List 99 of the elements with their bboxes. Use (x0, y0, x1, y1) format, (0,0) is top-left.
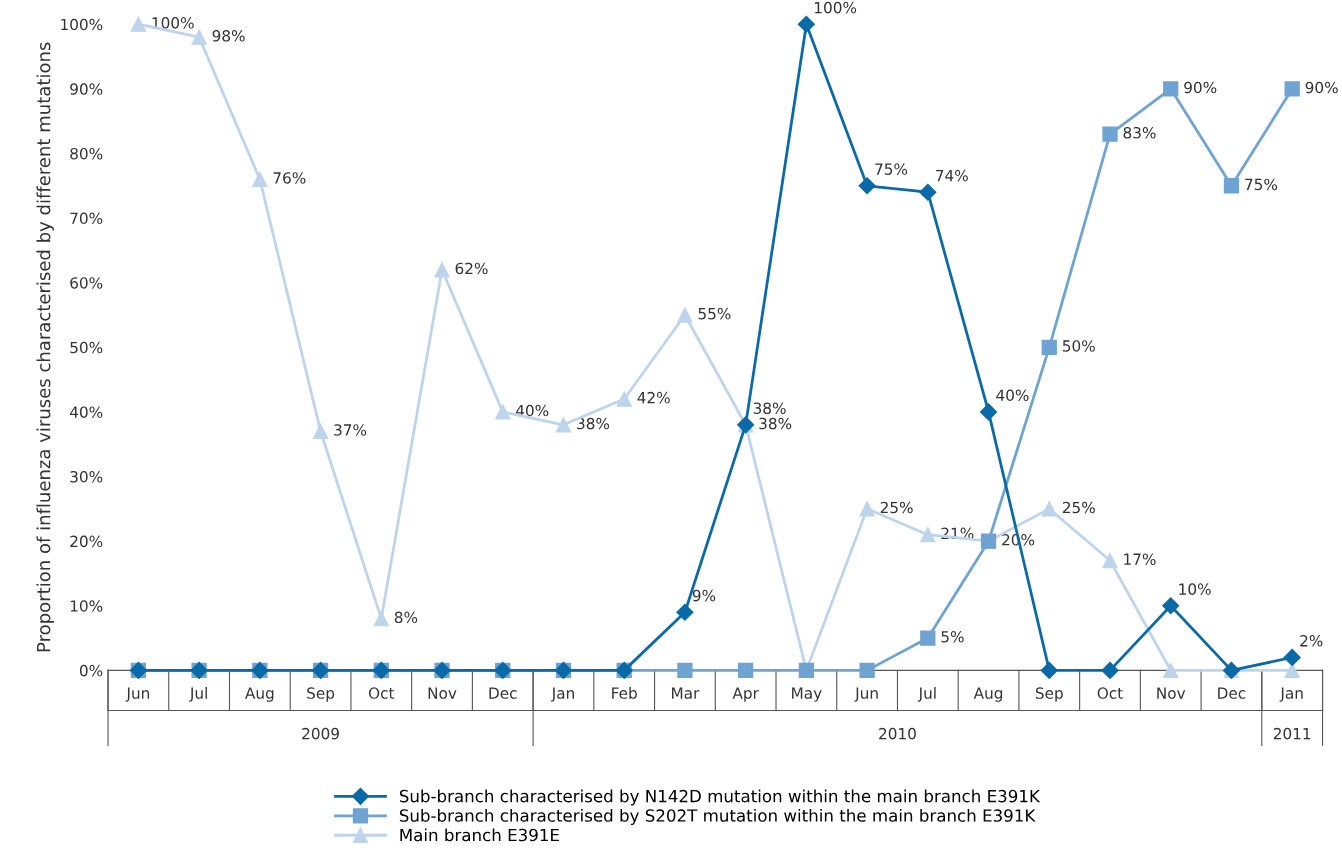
data-label: 100% (815, 1, 857, 14)
point (677, 307, 693, 323)
x-tick-label: Jul (917, 687, 936, 702)
point (1284, 81, 1300, 97)
point (919, 183, 937, 201)
y-tick-label: 50% (70, 341, 103, 354)
data-label: 75% (875, 163, 908, 175)
text: 2010 (879, 727, 916, 740)
y-tick-label: 70% (70, 212, 103, 225)
point (1102, 552, 1118, 569)
point (1163, 662, 1179, 679)
data-label: 55% (698, 307, 731, 320)
x-tick-label: Dec (489, 687, 517, 699)
data-label: 62% (455, 262, 488, 275)
point (1283, 648, 1301, 667)
x-tick-label: Oct (368, 687, 395, 699)
x-tick-label: Mar (672, 687, 700, 699)
point (1101, 661, 1119, 679)
x-tick-label: Jun (125, 687, 150, 702)
point (920, 527, 936, 543)
point (252, 171, 268, 187)
x-tick-label: Aug (973, 687, 1003, 702)
data-label: 76% (273, 172, 306, 184)
x-tick-label: Nov (1157, 687, 1186, 699)
data-label: 9% (692, 589, 716, 602)
point (1162, 597, 1180, 615)
data-label: 38% (759, 417, 792, 430)
point (495, 404, 511, 420)
x-tick-label: Jan (1279, 687, 1303, 702)
point (677, 662, 693, 679)
x-tick-label: Jun (854, 687, 878, 702)
data-label: 74% (936, 169, 968, 182)
data-label: 25% (1062, 501, 1095, 514)
point (979, 403, 998, 421)
x-tick-label: Apr (732, 687, 759, 702)
y-tick-label: 20% (70, 535, 103, 548)
y-tick-label: 90% (70, 83, 103, 95)
legend-label: Sub-branch characterised by N142D mutation within the main branch E391K (399, 789, 1041, 806)
x-tick-label: Nov (428, 687, 457, 699)
point (1040, 661, 1058, 679)
x-tick-label: Feb (612, 687, 637, 699)
x-tick-label: Sep (1035, 687, 1063, 702)
point (920, 630, 936, 646)
data-label: 17% (1124, 553, 1156, 565)
data-label: 37% (334, 424, 367, 436)
data-label: 75% (1245, 178, 1278, 191)
data-label: 40% (515, 404, 549, 417)
point (859, 662, 875, 679)
point (1102, 126, 1118, 142)
point (373, 611, 389, 627)
point (312, 423, 329, 439)
y-tick-label: 60% (70, 277, 103, 289)
x-tick-label: Aug (245, 687, 274, 702)
point (1284, 662, 1300, 679)
point (616, 391, 632, 407)
text: 2011 (1273, 727, 1311, 740)
data-label: 25% (880, 501, 913, 514)
y-tick-label: 0% (79, 664, 103, 677)
x-tick-label: Oct (1097, 687, 1123, 699)
point (738, 662, 754, 679)
data-label: 40% (996, 389, 1029, 402)
x-tick-label: Dec (1218, 687, 1246, 699)
point (797, 15, 815, 33)
data-label: 90% (1305, 81, 1338, 94)
data-label: 10% (1179, 583, 1211, 595)
point (555, 417, 572, 433)
data-label: 38% (753, 402, 786, 414)
data-label: 90% (1184, 81, 1217, 94)
point (859, 501, 875, 517)
point (1163, 81, 1179, 97)
data-label: 5% (941, 630, 964, 643)
data-label: 38% (577, 417, 610, 430)
point (130, 16, 147, 32)
data-label: 83% (1123, 126, 1156, 139)
point (676, 603, 694, 621)
point (434, 262, 450, 278)
data-label: 50% (1062, 340, 1095, 352)
point (858, 177, 876, 195)
y-tick-label: 80% (70, 147, 103, 160)
point (191, 29, 207, 45)
data-label: 8% (394, 611, 418, 624)
point (1041, 339, 1057, 355)
data-label: 42% (637, 391, 670, 404)
x-tick-label: Jul (189, 687, 207, 702)
data-label: 98% (212, 30, 245, 42)
y-tick-label: 100% (61, 18, 103, 31)
data-label: 2% (1300, 635, 1323, 647)
y-axis-title: Proportion of influenza viruses characterised by different mutations (36, 42, 54, 652)
y-tick-label: 30% (70, 470, 103, 483)
y-tick-label: 40% (69, 406, 103, 418)
legend-label: Sub-branch characterised by S202T mutation within the main branch E391K (399, 808, 1036, 826)
x-tick-label: Jan (550, 687, 574, 702)
point (1041, 501, 1057, 517)
text: 2009 (302, 727, 339, 740)
x-tick-label: May (792, 687, 822, 702)
y-tick-label: 10% (70, 600, 103, 612)
legend-label: Main branch E391E (400, 828, 559, 842)
x-tick-label: Sep (307, 687, 335, 702)
point (1223, 178, 1240, 194)
